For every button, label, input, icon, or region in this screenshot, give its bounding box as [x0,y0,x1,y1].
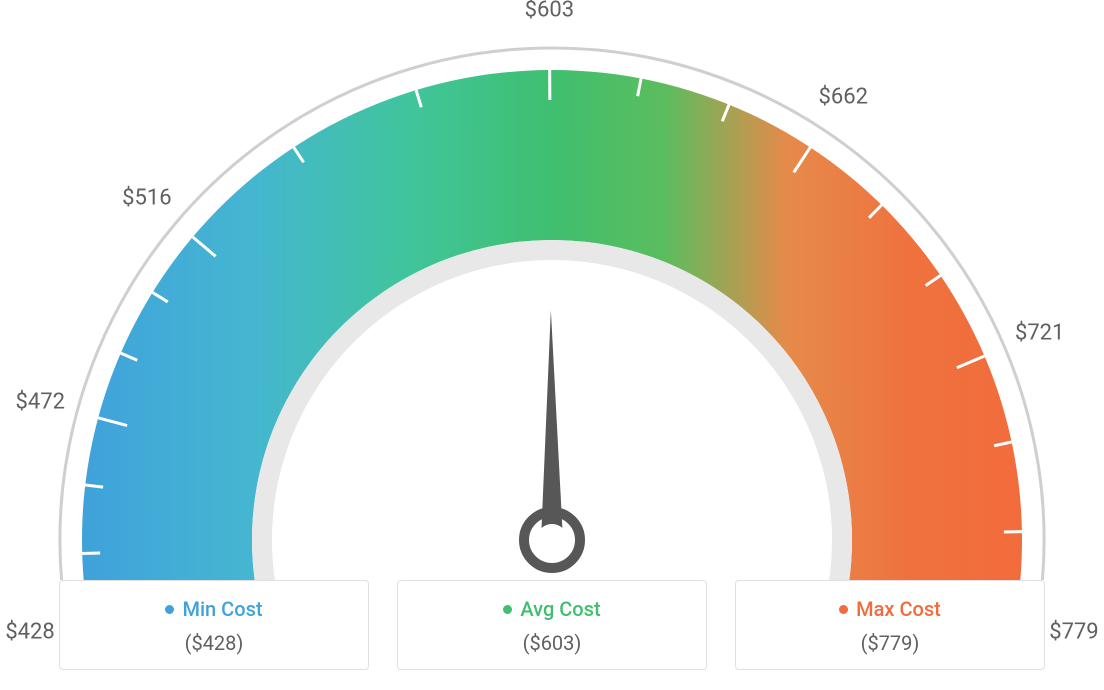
legend-row: Min Cost ($428) Avg Cost ($603) Max Cost… [0,580,1104,670]
gauge-svg [0,20,1104,580]
legend-title-text: Min Cost [182,597,262,621]
gauge-tick-label: $721 [1015,320,1064,345]
legend-value-avg: ($603) [408,631,696,655]
dot-icon [165,605,174,614]
gauge-tick-label: $516 [122,186,171,211]
legend-card-min: Min Cost ($428) [59,580,369,670]
dot-icon [503,605,512,614]
legend-value-max: ($779) [746,631,1034,655]
legend-title-avg: Avg Cost [503,597,600,621]
dot-icon [839,605,848,614]
legend-card-max: Max Cost ($779) [735,580,1045,670]
legend-value-min: ($428) [70,631,358,655]
gauge-tick-label: $472 [15,390,64,415]
legend-title-text: Max Cost [856,597,941,621]
gauge-chart: $428$472$516$603$662$721$779 [0,0,1104,560]
legend-card-avg: Avg Cost ($603) [397,580,707,670]
legend-title-max: Max Cost [839,597,941,621]
gauge-tick-label: $662 [819,85,868,110]
legend-title-text: Avg Cost [520,597,600,621]
gauge-tick-label: $603 [525,0,574,23]
legend-title-min: Min Cost [165,597,262,621]
